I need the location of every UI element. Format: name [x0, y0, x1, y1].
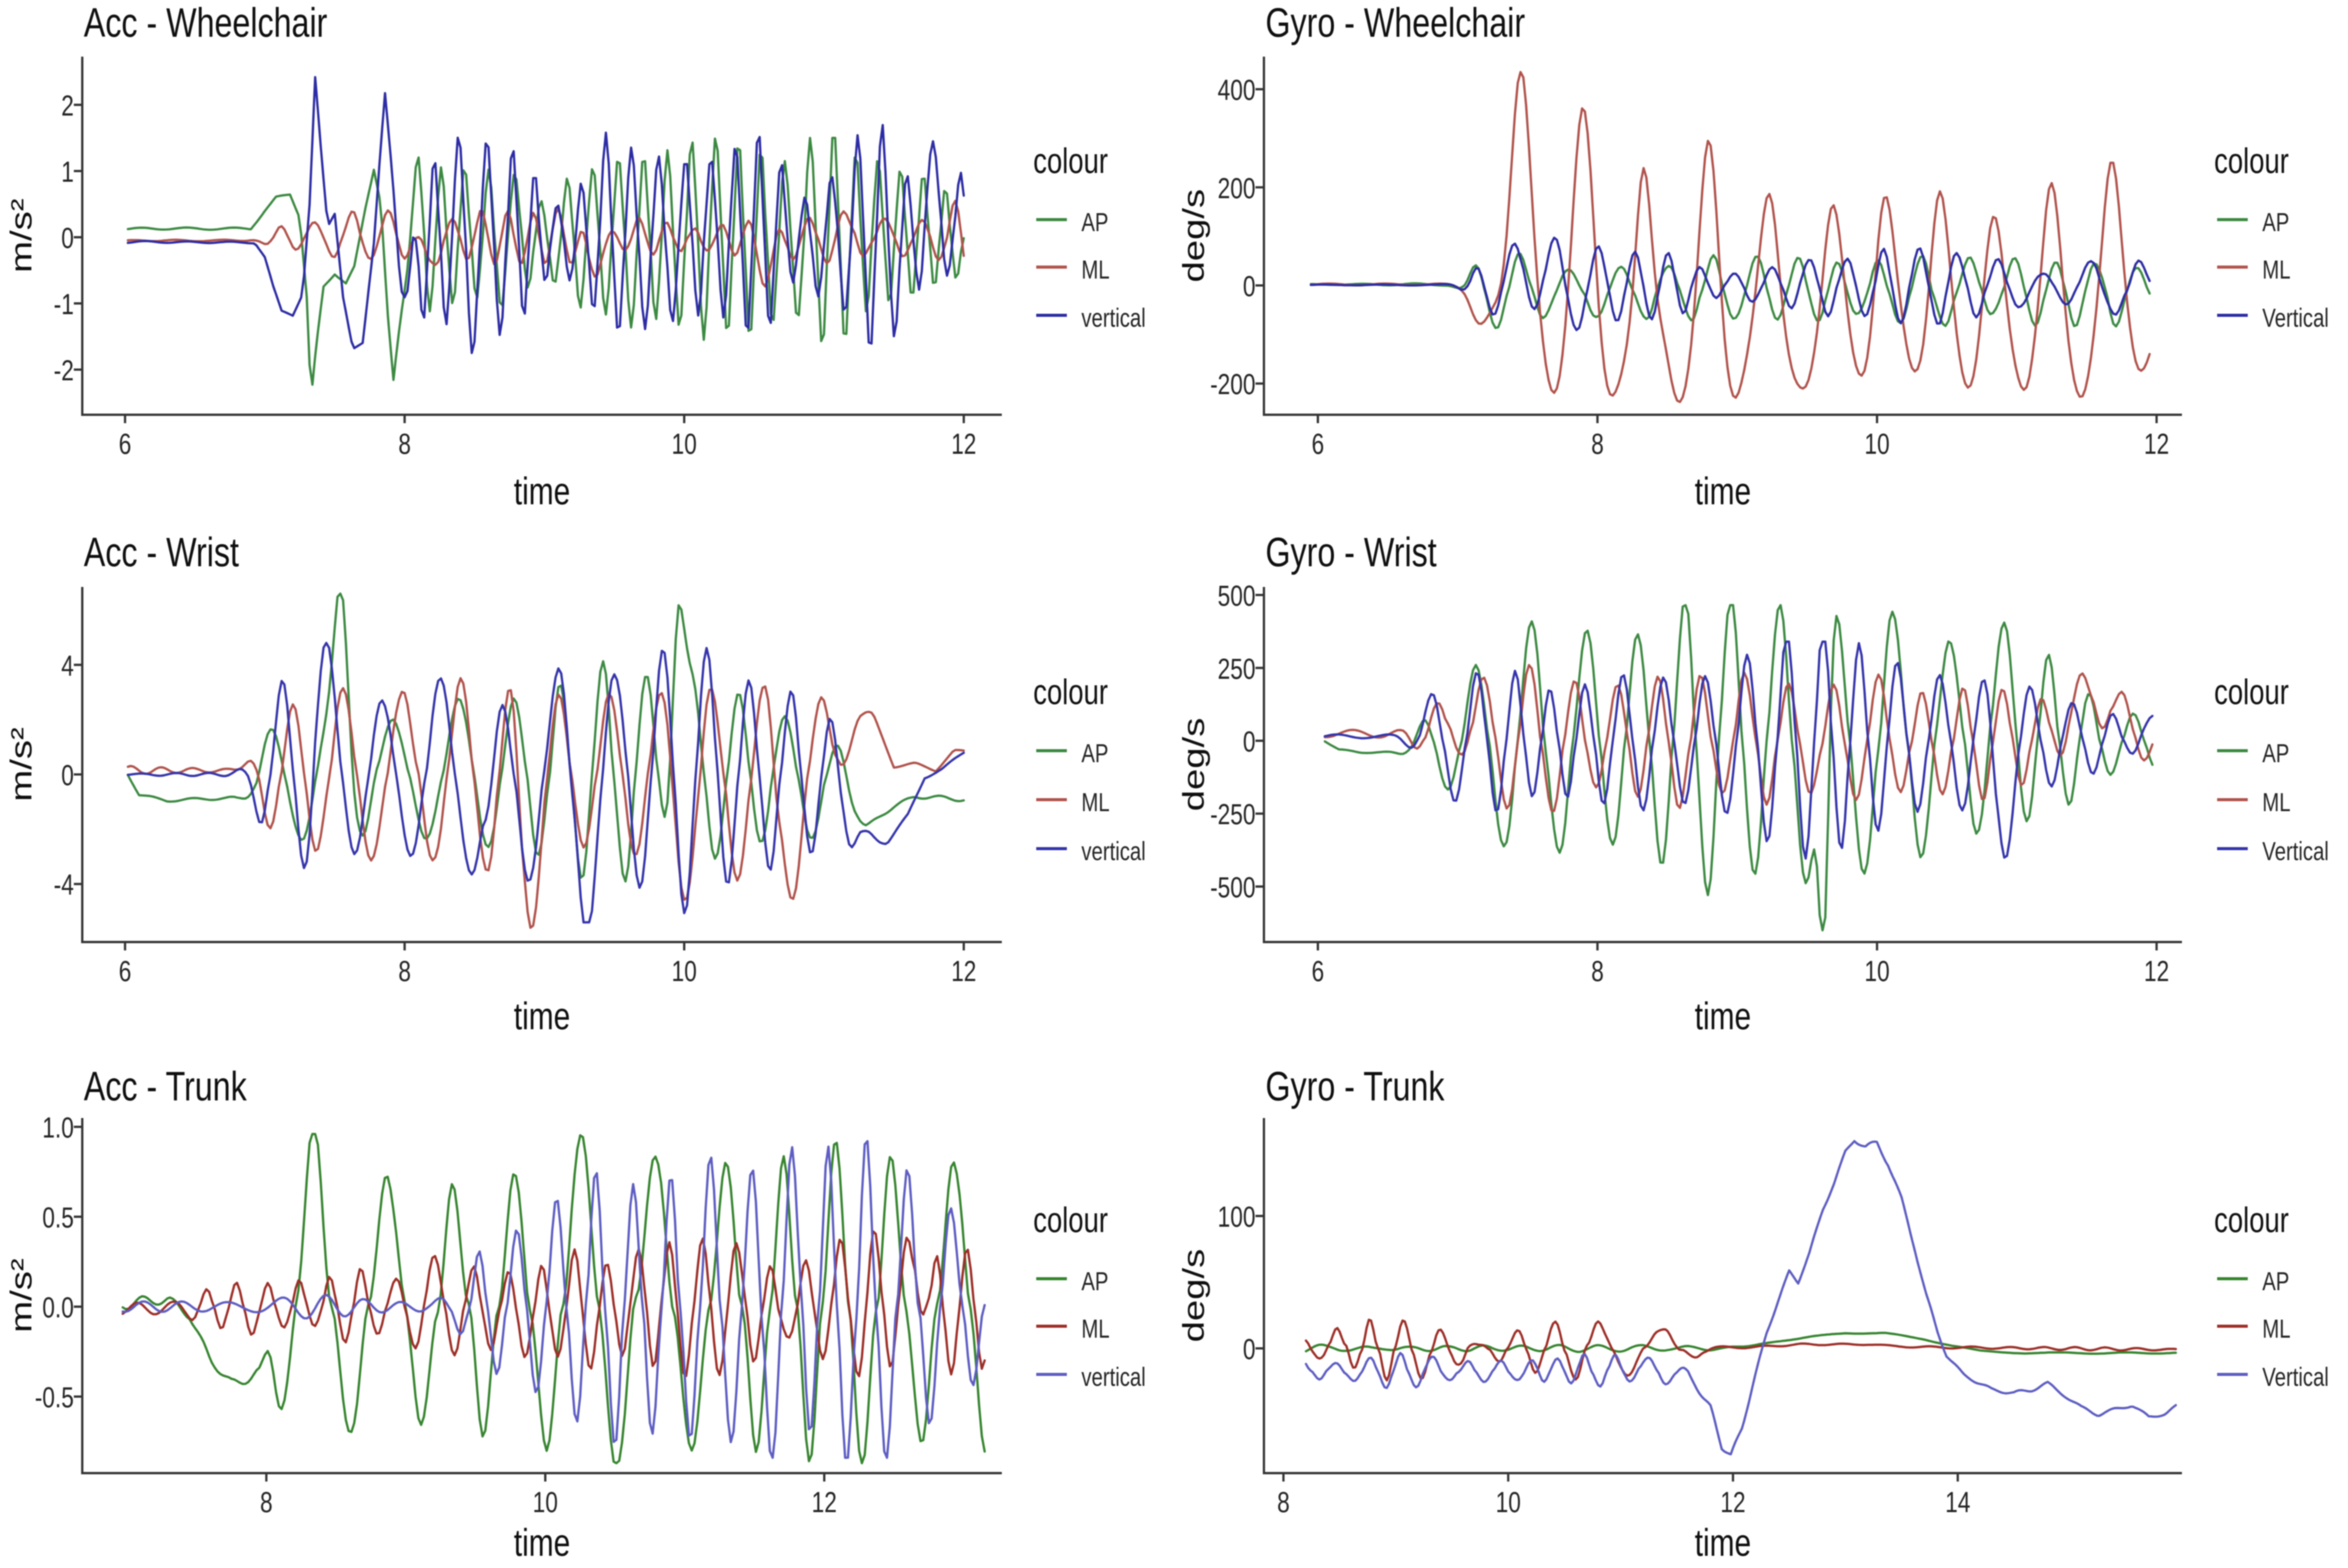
svg-text:0: 0 — [61, 223, 73, 255]
svg-text:6: 6 — [1312, 956, 1324, 988]
svg-text:2: 2 — [61, 90, 73, 122]
svg-text:time: time — [1694, 994, 1751, 1038]
svg-text:0: 0 — [1243, 271, 1255, 303]
svg-text:colour: colour — [2214, 1201, 2289, 1240]
svg-text:-500: -500 — [1210, 872, 1255, 904]
svg-text:ML: ML — [1081, 1315, 1110, 1344]
svg-text:ML: ML — [1081, 788, 1110, 817]
svg-text:-200: -200 — [1210, 369, 1255, 401]
svg-text:12: 12 — [951, 956, 977, 988]
svg-text:8: 8 — [398, 429, 410, 461]
svg-text:ML: ML — [1081, 256, 1110, 285]
svg-text:10: 10 — [533, 1487, 558, 1519]
svg-text:m/s²: m/s² — [4, 727, 38, 801]
svg-text:8: 8 — [260, 1487, 272, 1519]
svg-text:ML: ML — [2262, 1315, 2291, 1344]
svg-text:vertical: vertical — [1081, 837, 1146, 866]
svg-text:AP: AP — [2262, 208, 2289, 237]
svg-text:time: time — [514, 469, 570, 513]
svg-text:0: 0 — [1243, 726, 1255, 758]
svg-text:colour: colour — [1033, 142, 1108, 181]
svg-text:time: time — [514, 1521, 570, 1564]
svg-text:8: 8 — [1277, 1487, 1290, 1519]
svg-text:6: 6 — [119, 956, 131, 988]
svg-text:10: 10 — [1864, 429, 1890, 461]
svg-text:-2: -2 — [54, 355, 73, 387]
svg-text:time: time — [514, 994, 570, 1038]
svg-text:400: 400 — [1218, 74, 1255, 106]
svg-text:250: 250 — [1218, 653, 1255, 685]
svg-text:1.0: 1.0 — [42, 1112, 73, 1144]
svg-text:AP: AP — [1081, 208, 1108, 237]
svg-text:AP: AP — [1081, 1267, 1108, 1296]
svg-text:12: 12 — [812, 1487, 837, 1519]
svg-text:6: 6 — [119, 429, 131, 461]
svg-text:AP: AP — [2262, 1267, 2289, 1296]
svg-text:12: 12 — [2144, 956, 2169, 988]
svg-text:1: 1 — [61, 156, 73, 188]
svg-text:deg/s: deg/s — [1176, 718, 1210, 811]
svg-text:AP: AP — [2262, 739, 2289, 768]
svg-text:Acc - Trunk: Acc - Trunk — [84, 1064, 248, 1110]
svg-text:vertical: vertical — [1081, 1363, 1146, 1392]
svg-text:100: 100 — [1218, 1201, 1255, 1234]
svg-text:Acc - Wrist: Acc - Wrist — [84, 530, 240, 575]
svg-text:14: 14 — [1945, 1487, 1971, 1519]
svg-text:Vertical: Vertical — [2262, 837, 2329, 866]
svg-text:colour: colour — [2214, 673, 2289, 712]
svg-text:10: 10 — [672, 956, 697, 988]
svg-text:deg/s: deg/s — [1176, 1249, 1210, 1342]
svg-text:0: 0 — [1243, 1334, 1255, 1366]
svg-text:time: time — [1694, 469, 1751, 513]
svg-text:deg/s: deg/s — [1176, 189, 1210, 282]
svg-text:Gyro - Trunk: Gyro - Trunk — [1266, 1064, 1446, 1110]
svg-text:Acc - Wheelchair: Acc - Wheelchair — [84, 0, 328, 46]
svg-text:8: 8 — [1591, 429, 1603, 461]
svg-text:ML: ML — [2262, 256, 2291, 285]
svg-text:vertical: vertical — [1081, 304, 1146, 333]
svg-text:0.5: 0.5 — [42, 1202, 73, 1234]
svg-text:12: 12 — [1720, 1487, 1746, 1519]
svg-text:time: time — [1694, 1521, 1751, 1564]
svg-text:10: 10 — [1864, 956, 1890, 988]
svg-text:m/s²: m/s² — [4, 198, 38, 272]
svg-text:-1: -1 — [54, 288, 73, 321]
svg-text:8: 8 — [398, 956, 410, 988]
svg-text:4: 4 — [61, 650, 73, 682]
svg-text:colour: colour — [1033, 1201, 1108, 1240]
svg-text:8: 8 — [1591, 956, 1603, 988]
svg-text:0: 0 — [61, 760, 73, 792]
svg-text:-250: -250 — [1210, 799, 1255, 831]
svg-text:10: 10 — [1495, 1487, 1521, 1519]
svg-text:6: 6 — [1312, 429, 1324, 461]
svg-text:200: 200 — [1218, 172, 1255, 204]
svg-text:AP: AP — [1081, 739, 1108, 768]
svg-text:12: 12 — [2144, 429, 2169, 461]
svg-text:12: 12 — [951, 429, 977, 461]
svg-text:Gyro - Wrist: Gyro - Wrist — [1266, 530, 1437, 575]
svg-text:-4: -4 — [54, 869, 73, 901]
svg-text:500: 500 — [1218, 580, 1255, 612]
svg-text:m/s²: m/s² — [4, 1258, 38, 1332]
svg-text:0.0: 0.0 — [42, 1292, 73, 1324]
svg-text:10: 10 — [672, 429, 697, 461]
svg-text:Gyro - Wheelchair: Gyro - Wheelchair — [1266, 0, 1525, 46]
svg-text:colour: colour — [2214, 142, 2289, 181]
svg-text:colour: colour — [1033, 673, 1108, 712]
svg-text:Vertical: Vertical — [2262, 304, 2329, 333]
svg-text:-0.5: -0.5 — [34, 1382, 73, 1414]
svg-text:ML: ML — [2262, 788, 2291, 817]
svg-text:Vertical: Vertical — [2262, 1363, 2329, 1392]
